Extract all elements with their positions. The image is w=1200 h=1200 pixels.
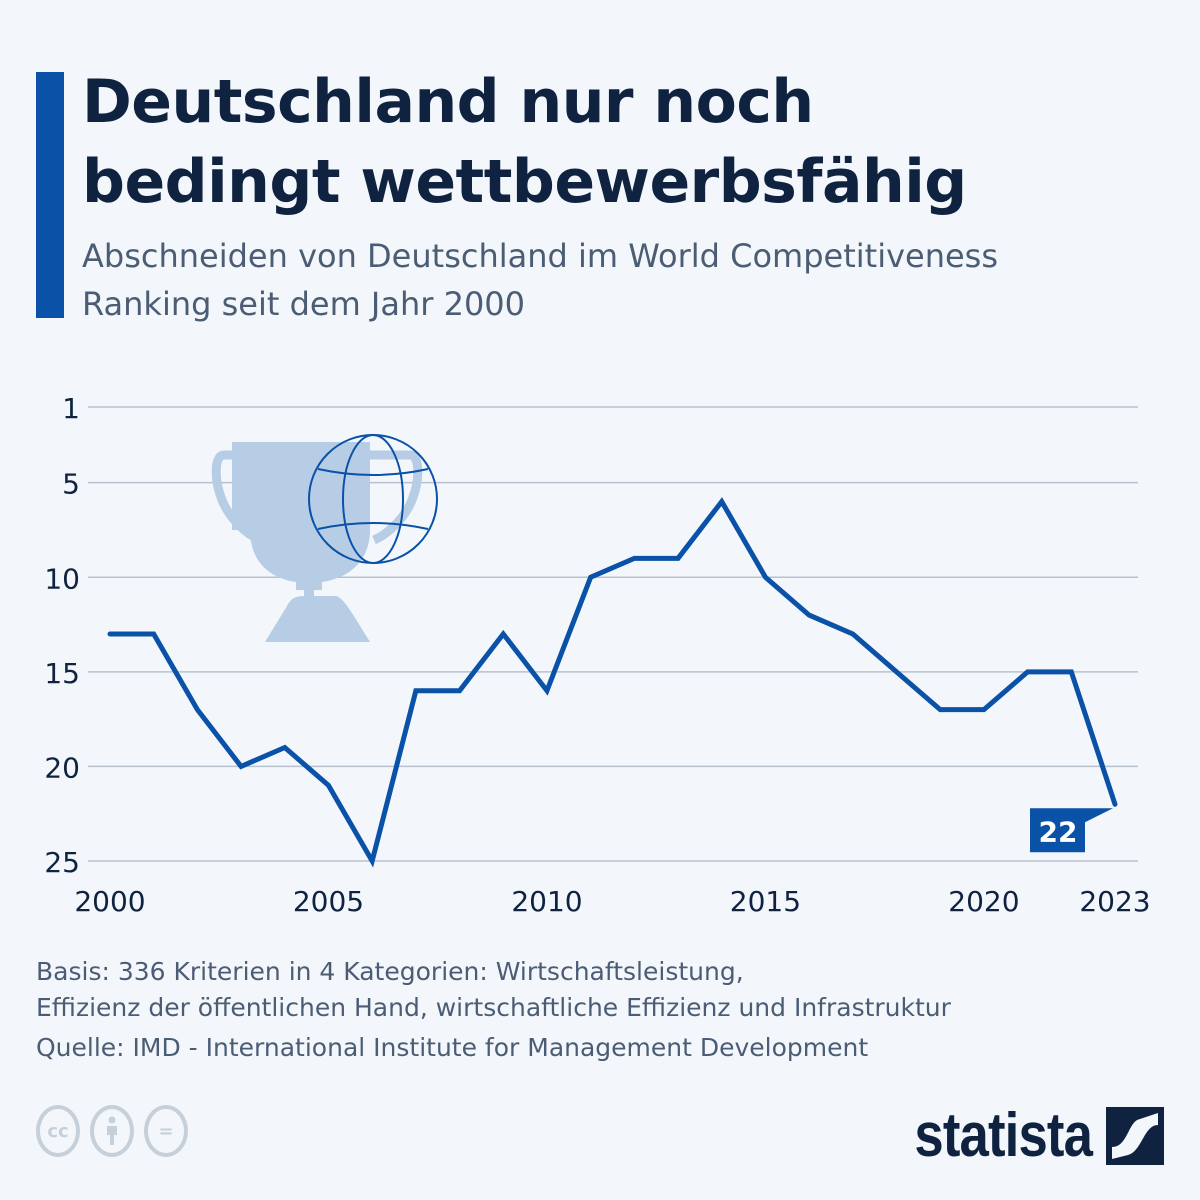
series-line	[107, 497, 1118, 868]
x-tick-label: 2000	[74, 885, 145, 918]
data-label: 22	[1039, 815, 1078, 848]
basis-note-line-2: Effizienz der öffentlichen Hand, wirtsch…	[36, 993, 951, 1022]
subtitle-line-1: Abschneiden von Deutschland im World Com…	[82, 237, 999, 275]
subtitle: Abschneiden von Deutschland im World Com…	[82, 232, 1182, 328]
cc-icon[interactable]: cc	[36, 1105, 80, 1157]
trophy-globe-illustration	[211, 434, 438, 642]
y-tick-label: 20	[44, 751, 80, 784]
series-group	[107, 497, 1118, 868]
title-line-1: Deutschland nur noch	[82, 67, 814, 137]
x-tick-label: 2023	[1079, 885, 1150, 918]
y-tick-label: 15	[44, 657, 80, 690]
x-axis-labels: 2000 2005 2010 2015 2020 2023	[74, 885, 1150, 918]
y-tick-label: 5	[62, 468, 80, 501]
basis-note-line-1: Basis: 336 Kriterien in 4 Kategorien: Wi…	[36, 957, 744, 986]
y-tick-label: 10	[44, 562, 80, 595]
subtitle-line-2: Ranking seit dem Jahr 2000	[82, 285, 526, 323]
source-note: Quelle: IMD - International Institute fo…	[36, 1033, 869, 1062]
title-line-2: bedingt wettbewerbsfähig	[82, 147, 967, 217]
y-tick-label: 1	[62, 392, 80, 425]
annotation-group: 22	[1030, 808, 1113, 853]
x-tick-label: 2020	[948, 885, 1019, 918]
person-glyph	[107, 1116, 117, 1145]
license-icons: cc =	[36, 1105, 188, 1157]
statista-logo[interactable]: statista	[883, 1100, 1164, 1171]
statista-mark-icon	[1106, 1106, 1164, 1165]
data-label-box	[1030, 808, 1113, 853]
page-title: Deutschland nur noch bedingt wettbewerbs…	[82, 62, 1182, 222]
x-tick-label: 2005	[293, 885, 364, 918]
chart-notes: Basis: 336 Kriterien in 4 Kategorien: Wi…	[36, 954, 1156, 1066]
x-tick-label: 2010	[511, 885, 582, 918]
trophy-icon	[211, 442, 423, 642]
cc-label: cc	[47, 1120, 69, 1142]
x-tick-label: 2015	[730, 885, 801, 918]
y-tick-label: 25	[44, 846, 80, 879]
globe-icon	[308, 434, 438, 564]
attribution-icon[interactable]	[90, 1105, 134, 1157]
brand-name: statista	[914, 1101, 1093, 1170]
title-accent-bar	[36, 72, 64, 318]
nd-label: =	[158, 1120, 174, 1142]
no-derivatives-icon[interactable]: =	[144, 1105, 188, 1157]
